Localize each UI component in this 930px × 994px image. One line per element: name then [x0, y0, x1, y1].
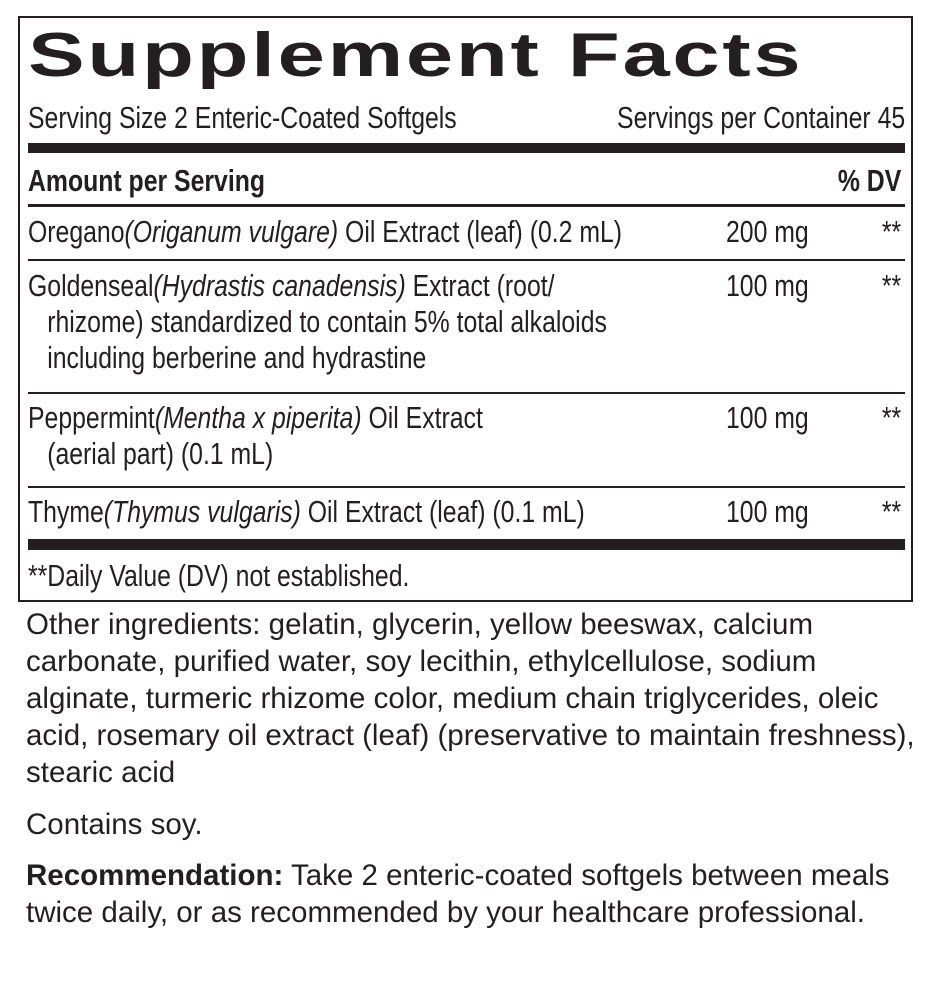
allergen-statement: Contains soy. [26, 808, 203, 841]
recommendation-text: Take 2 enteric-coated softgels between m… [26, 859, 890, 929]
ingredient-dv: ** [881, 400, 901, 435]
ingredient-dv: ** [881, 494, 901, 529]
serving-info: Serving Size 2 Enteric-Coated Softgels S… [28, 100, 905, 136]
ingredient-name: Thyme(Thymus vulgaris) Oil Extract (leaf… [28, 494, 585, 529]
divider [28, 204, 905, 207]
latin-name: (Origanum vulgare) [124, 214, 339, 249]
dv-header: % DV [837, 163, 901, 198]
panel-title: Supplement Facts [28, 21, 804, 90]
latin-name: (Hydrastis canadensis) [153, 268, 406, 303]
recommendation: Recommendation: Take 2 enteric-coated so… [26, 857, 916, 931]
amount-header: Amount per Serving [28, 163, 266, 198]
other-ingredients: Other ingredients: gelatin, glycerin, ye… [26, 608, 915, 789]
latin-name: (Thymus vulgaris) [103, 494, 301, 529]
ingredient-amount: 100 mg [726, 400, 809, 435]
recommendation-label: Recommendation: [26, 859, 284, 892]
divider [28, 392, 905, 394]
latin-name: (Mentha x piperita) [154, 400, 362, 435]
divider [28, 259, 905, 261]
servings-per-container: Servings per Container 45 [616, 100, 905, 135]
thick-divider [28, 539, 905, 550]
thick-divider [28, 143, 905, 153]
ingredient-name: Goldenseal(Hydrastis canadensis) Extract… [28, 268, 607, 375]
ingredient-dv: ** [881, 268, 901, 303]
supplement-facts-panel: Supplement Facts Serving Size 2 Enteric-… [18, 16, 913, 602]
ingredient-name: Oregano(Origanum vulgare) Oil Extract (l… [28, 214, 623, 249]
ingredient-amount: 100 mg [726, 268, 809, 303]
ingredient-dv: ** [881, 214, 901, 249]
serving-size: Serving Size 2 Enteric-Coated Softgels [28, 100, 457, 135]
ingredient-amount: 200 mg [726, 214, 809, 249]
divider [28, 486, 905, 488]
ingredient-amount: 100 mg [726, 494, 809, 529]
ingredient-name: Peppermint(Mentha x piperita) Oil Extrac… [28, 400, 483, 471]
